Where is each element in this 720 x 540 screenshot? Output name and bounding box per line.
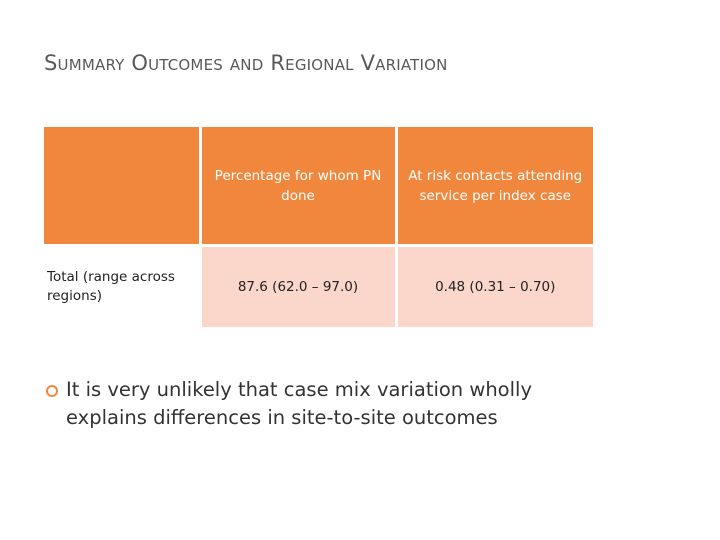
- slide-title: Summary Outcomes and Regional Variation: [44, 51, 448, 75]
- bullet-circle-icon: [46, 385, 58, 397]
- outcomes-table: Percentage for whom PN done At risk cont…: [44, 127, 593, 327]
- cell-pn-done: 87.6 (62.0 – 97.0): [200, 244, 398, 327]
- table-header-empty: [44, 127, 202, 246]
- bullet-text: It is very unlikely that case mix variat…: [66, 378, 532, 429]
- table-header-row: Percentage for whom PN done At risk cont…: [44, 127, 593, 246]
- table-header-pn-done: Percentage for whom PN done: [200, 127, 398, 246]
- table-header-contacts: At risk contacts attending service per i…: [396, 127, 593, 246]
- table-row: Total (range across regions) 87.6 (62.0 …: [44, 244, 593, 327]
- cell-contacts: 0.48 (0.31 – 0.70): [396, 244, 593, 327]
- bullet-item: It is very unlikely that case mix variat…: [46, 376, 606, 432]
- row-label-total: Total (range across regions): [44, 244, 202, 327]
